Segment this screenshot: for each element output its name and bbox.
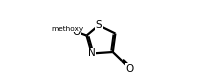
Text: S: S <box>95 20 102 30</box>
Text: O: O <box>72 27 80 37</box>
Text: O: O <box>126 64 134 74</box>
Text: N: N <box>88 48 96 58</box>
Text: methoxy: methoxy <box>51 26 83 32</box>
